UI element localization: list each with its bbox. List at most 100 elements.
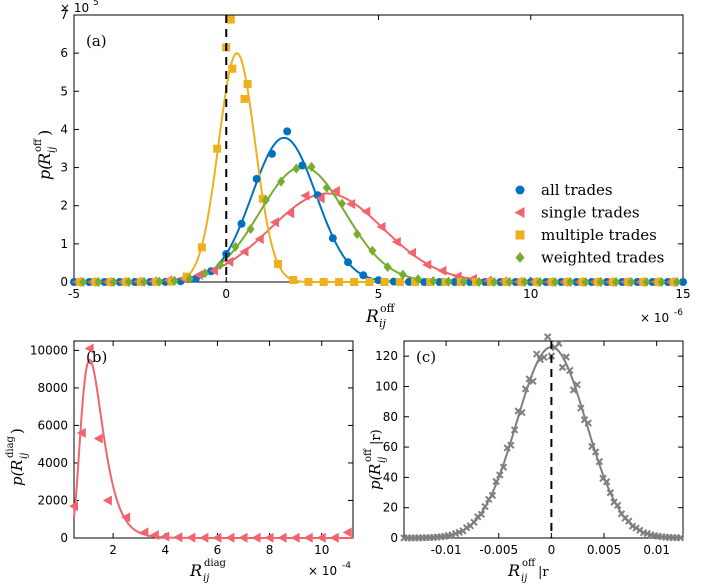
panel-a-point — [444, 276, 453, 287]
panel-a-point — [224, 256, 234, 267]
panel-b-xlabel-sub: ij — [203, 573, 209, 584]
panel-c-xlabel: R ij off |r — [507, 558, 549, 584]
panel-a-legend: all trades single trades multiple trades we… — [514, 181, 664, 267]
panel-c-point — [555, 339, 563, 348]
panel-a-point — [490, 276, 499, 287]
panel-c-point — [507, 441, 515, 449]
panel-a-point — [277, 176, 286, 187]
panel-a-point — [252, 174, 261, 183]
panel-c-ylabel-sup: off — [363, 448, 374, 462]
panel-a-xlabel-sub: ij — [379, 317, 387, 330]
panel-a-point — [551, 277, 560, 287]
panel-c-point — [492, 477, 500, 486]
panel-c-x-tick-label: -0.005 — [479, 543, 518, 557]
panel-a-point — [155, 276, 164, 287]
panel-b-xlabel-base: R — [189, 561, 202, 580]
panel-b-point — [238, 532, 248, 543]
panel-b-x-tick-label: 2 — [109, 543, 117, 557]
panel-b-ylabel-base: R — [8, 460, 26, 472]
panel-a-point — [200, 268, 209, 279]
panel-a-point — [216, 259, 225, 270]
panel-a-y-tick-label: 2 — [60, 199, 68, 213]
panel-c-point — [529, 377, 537, 386]
panel-a-point — [226, 15, 235, 24]
panel-b-point — [173, 532, 183, 543]
panel-a-point — [319, 277, 328, 286]
panel-c-frame — [403, 340, 684, 539]
panel-a-point — [79, 276, 88, 287]
panel-c-point — [477, 510, 486, 519]
panel-b-curve — [73, 358, 353, 539]
panel-b-point — [329, 532, 339, 543]
panel-a-point — [535, 276, 544, 287]
panel-b-x-exponent-base: × 10 — [308, 564, 337, 578]
panel-c-point — [496, 471, 504, 479]
panel-a-point — [237, 219, 246, 228]
legend-label-all-trades: all trades — [541, 181, 613, 199]
panel-c-point — [536, 355, 545, 364]
panel-a-y-exponent-base: × 10 — [60, 1, 89, 15]
panel-b-label: (b) — [86, 348, 107, 366]
panel-a-y-tick-label: 4 — [60, 122, 68, 136]
panel-a-y-tick-label: 5 — [60, 84, 68, 98]
panel-b-point — [212, 532, 222, 543]
panel-a-x-tick-label: -5 — [68, 287, 80, 301]
panel-a-point — [94, 276, 103, 287]
panel-a-y-tick-label: 1 — [60, 237, 68, 251]
panel-a-point — [365, 278, 374, 286]
panel-c-point — [532, 350, 541, 358]
panel-a-point — [261, 194, 270, 205]
panel-c-point — [544, 333, 552, 341]
panel-a-y-tick-label: 0 — [60, 275, 68, 289]
panel-a-point — [140, 276, 149, 287]
panel-c-point — [488, 491, 497, 500]
panel-b-point — [76, 427, 86, 438]
panel-b: 2 4 6 8 10 0 2000 4000 6000 8000 10000 (b) × 10 -4… — [5, 340, 354, 584]
panel-c-point — [588, 442, 596, 451]
panel-a-x-tick-label: 15 — [675, 287, 690, 301]
panel-c-point — [577, 404, 585, 412]
panel-a-x-tick-label: 5 — [375, 287, 383, 301]
panel-c-point — [470, 518, 478, 526]
panel-a-point — [274, 259, 283, 268]
panel-a-point — [228, 64, 237, 73]
panel-c-ylabel-sub: ij — [377, 457, 388, 463]
panel-a-point — [124, 276, 133, 287]
panel-b-x-tick-label: 10 — [314, 543, 329, 557]
panel-b-point — [251, 532, 261, 543]
panel-c-xlabel-sup: off — [522, 558, 536, 569]
panel-a-point — [411, 278, 420, 286]
panel-b-point — [264, 532, 274, 543]
panel-b-y-tick-label: 2000 — [37, 493, 68, 507]
panel-a-point — [304, 277, 313, 286]
panel-a-ylabel-sub: ij — [47, 147, 58, 153]
panel-a-point — [596, 277, 605, 287]
panel-a-point — [289, 275, 298, 284]
legend-label-multiple-trades: multiple trades — [541, 226, 657, 244]
panel-a-point — [330, 185, 340, 196]
panel-a-point — [346, 199, 356, 210]
panel-c-point — [521, 385, 530, 393]
panel-a-point — [298, 161, 307, 170]
panel-a-point — [344, 258, 353, 267]
panel-a-ylabel-suffix: ) — [35, 130, 54, 136]
panel-a-ylabel: p( R ij off ) — [33, 130, 58, 180]
panel-b-x-tick-label: 8 — [266, 543, 274, 557]
panel-a-ylabel-base: R — [35, 153, 54, 166]
panel-c-y-tick-label: 100 — [375, 379, 398, 393]
panel-c-point — [595, 457, 604, 466]
panel-c-point — [510, 426, 519, 434]
panel-a-xlabel-sup: off — [380, 302, 396, 315]
panel-a-point — [300, 190, 310, 201]
panel-a-point — [240, 94, 249, 103]
panel-a-point — [267, 149, 276, 158]
panel-b-ylabel: p( R ij diag ) — [5, 428, 30, 486]
panel-b-point — [139, 527, 149, 538]
panel-a-ylabel-prefix: p( — [35, 163, 54, 180]
panel-b-ylabel-sup: diag — [5, 435, 16, 458]
panel-a-point — [283, 127, 292, 136]
panel-a-xlabel: R ij off — [365, 302, 396, 330]
panel-c-point — [518, 408, 526, 417]
